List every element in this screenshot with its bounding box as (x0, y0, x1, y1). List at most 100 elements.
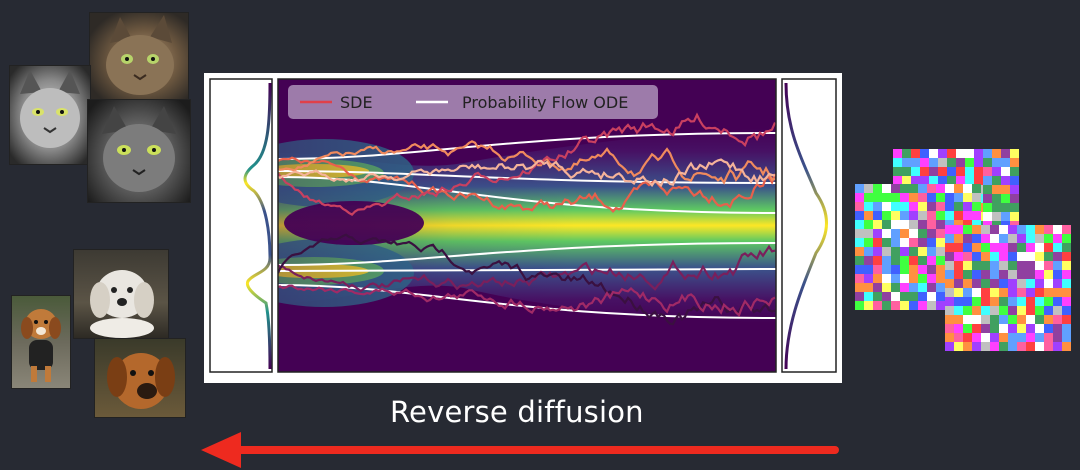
noise-pixel (920, 149, 929, 158)
density-heatmap (278, 79, 776, 372)
noise-pixel (945, 202, 954, 211)
noise-pixel (956, 167, 965, 176)
noise-pixel (893, 167, 902, 176)
noise-pixel (855, 184, 864, 193)
noise-pixel (999, 297, 1008, 306)
noise-pixel (999, 261, 1008, 270)
noise-pixel (1008, 324, 1017, 333)
noise-pixel (891, 265, 900, 274)
noise-pixel (864, 283, 873, 292)
legend-ode-label: Probability Flow ODE (462, 93, 628, 112)
noise-pixel (945, 252, 954, 261)
noise-pixel (1010, 194, 1019, 203)
noise-pixel (1062, 234, 1071, 243)
noise-pixel (999, 288, 1008, 297)
noise-pixel (864, 301, 873, 310)
noise-pixel (1053, 243, 1062, 252)
noise-pixel (909, 220, 918, 229)
noise-pixel (891, 283, 900, 292)
noise-pixel (918, 265, 927, 274)
caption-reverse-diffusion: Reverse diffusion (390, 395, 644, 429)
noise-pixel (864, 184, 873, 193)
noise-pixel (855, 229, 864, 238)
noise-pixel (983, 185, 992, 194)
noise-pixel (945, 270, 954, 279)
noise-pixel (972, 288, 981, 297)
noise-pixel (947, 158, 956, 167)
noise-pixel (999, 324, 1008, 333)
noise-pixel (1001, 203, 1010, 212)
noise-pixel (902, 149, 911, 158)
noise-pixel (956, 158, 965, 167)
noise-pixel (882, 238, 891, 247)
noise-pixel (1008, 306, 1017, 315)
noise-pixel (954, 211, 963, 220)
noise-pixel (981, 234, 990, 243)
noise-pixel (882, 265, 891, 274)
noise-pixel (918, 274, 927, 283)
noise-pixel (1062, 243, 1071, 252)
noise-pixel (891, 256, 900, 265)
noise-pixel (990, 306, 999, 315)
noise-pixel (882, 202, 891, 211)
sde-trajectories (278, 112, 776, 326)
noise-pixel (893, 158, 902, 167)
noise-pixel (936, 292, 945, 301)
noise-pixel (981, 243, 990, 252)
noise-pixel (992, 212, 1001, 221)
noise-pixel (983, 176, 992, 185)
noise-pixel (882, 292, 891, 301)
noise-pixel (873, 256, 882, 265)
noise-pixel (1044, 288, 1053, 297)
noise-pixel (1062, 315, 1071, 324)
noise-pixel (882, 247, 891, 256)
noise-pixel (990, 252, 999, 261)
noise-pixel (1062, 324, 1071, 333)
noise-pixel (990, 333, 999, 342)
arrow-head-icon (201, 432, 241, 468)
noise-pixel (981, 306, 990, 315)
noise-pixel (990, 234, 999, 243)
legend: SDE Probability Flow ODE (288, 85, 658, 119)
noise-pixel (965, 158, 974, 167)
noise-pixel (945, 324, 954, 333)
noise-pixel (983, 149, 992, 158)
noise-pixel (1026, 306, 1035, 315)
noise-pixel (1008, 315, 1017, 324)
noise-pixel (909, 265, 918, 274)
noise-pixel (1053, 270, 1062, 279)
noise-pixel (947, 167, 956, 176)
noise-pixel (972, 261, 981, 270)
noise-pixel (963, 243, 972, 252)
noise-pixel (873, 184, 882, 193)
noise-pixel (1008, 297, 1017, 306)
noise-pixel (983, 212, 992, 221)
noise-pixel (918, 238, 927, 247)
noise-pixel (873, 229, 882, 238)
noise-pixel (963, 234, 972, 243)
noise-pixel (992, 203, 1001, 212)
noise-pixel (1044, 324, 1053, 333)
dog-face-icon (107, 353, 175, 409)
noise-pixel (1017, 297, 1026, 306)
noise-pixel (1035, 315, 1044, 324)
noise-pixel (1001, 149, 1010, 158)
noise-pixel (981, 225, 990, 234)
noise-pixel (972, 234, 981, 243)
noise-pixel (1010, 167, 1019, 176)
cat-face-icon (102, 106, 176, 192)
right-density-panel (781, 78, 837, 373)
noise-pixel (891, 220, 900, 229)
noise-pixel (1035, 261, 1044, 270)
noise-pixel (1044, 243, 1053, 252)
noise-pixel (900, 193, 909, 202)
dog-photo-puppy (11, 295, 71, 389)
noise-pixel (938, 176, 947, 185)
noise-pixel (936, 301, 945, 310)
cat-photo-back (89, 12, 189, 100)
noise-pixel (1017, 252, 1026, 261)
noise-pixel (974, 149, 983, 158)
noise-pixel (882, 256, 891, 265)
noise-pixel (855, 193, 864, 202)
noise-pixel (990, 225, 999, 234)
